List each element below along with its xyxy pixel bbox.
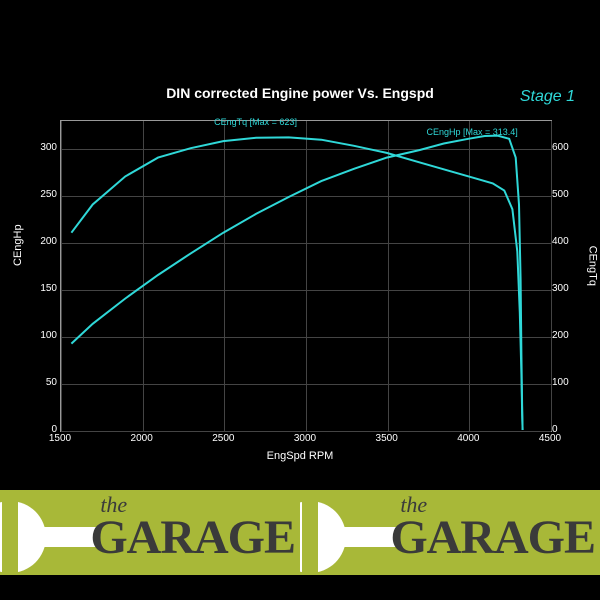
plot-area	[60, 120, 552, 432]
bottom-banner: the GARAGE the GARAGE	[0, 490, 600, 575]
y-right-tick-label: 200	[552, 330, 582, 341]
y-left-tick-label: 200	[32, 236, 57, 247]
series-label: CEngTq [Max = 623]	[214, 117, 297, 127]
y-left-tick-label: 300	[32, 142, 57, 153]
y-left-tick-label: 50	[32, 377, 57, 388]
y-axis-left-label: CEngHp	[12, 224, 24, 266]
y-left-tick-label: 250	[32, 189, 57, 200]
x-axis-label: EngSpd RPM	[0, 450, 600, 462]
banner-right: the GARAGE	[300, 490, 600, 575]
x-tick-label: 2000	[122, 433, 162, 444]
y-left-tick-label: 150	[32, 283, 57, 294]
x-tick-label: 3000	[285, 433, 325, 444]
y-axis-right-label: CEngTq	[586, 246, 598, 286]
wrench-icon	[0, 495, 100, 575]
y-left-tick-label: 100	[32, 330, 57, 341]
y-right-tick-label: 600	[552, 142, 582, 153]
garage-logo-left: the GARAGE	[90, 492, 295, 565]
garage-logo-right: the GARAGE	[390, 492, 595, 565]
x-tick-label: 2500	[203, 433, 243, 444]
garage-main: GARAGE	[90, 510, 295, 565]
stage-label: Stage 1	[520, 88, 575, 106]
y-right-tick-label: 100	[552, 377, 582, 388]
series-label: CEngHp [Max = 313.4]	[427, 127, 518, 137]
chart-title: DIN corrected Engine power Vs. Engspd	[0, 85, 600, 101]
x-tick-label: 3500	[367, 433, 407, 444]
y-left-tick-label: 0	[32, 424, 57, 435]
y-right-tick-label: 500	[552, 189, 582, 200]
y-right-tick-label: 400	[552, 236, 582, 247]
wrench-icon	[300, 495, 400, 575]
x-tick-label: 4000	[448, 433, 488, 444]
banner-left: the GARAGE	[0, 490, 300, 575]
garage-main: GARAGE	[390, 510, 595, 565]
y-right-tick-label: 0	[552, 424, 582, 435]
y-right-tick-label: 300	[552, 283, 582, 294]
